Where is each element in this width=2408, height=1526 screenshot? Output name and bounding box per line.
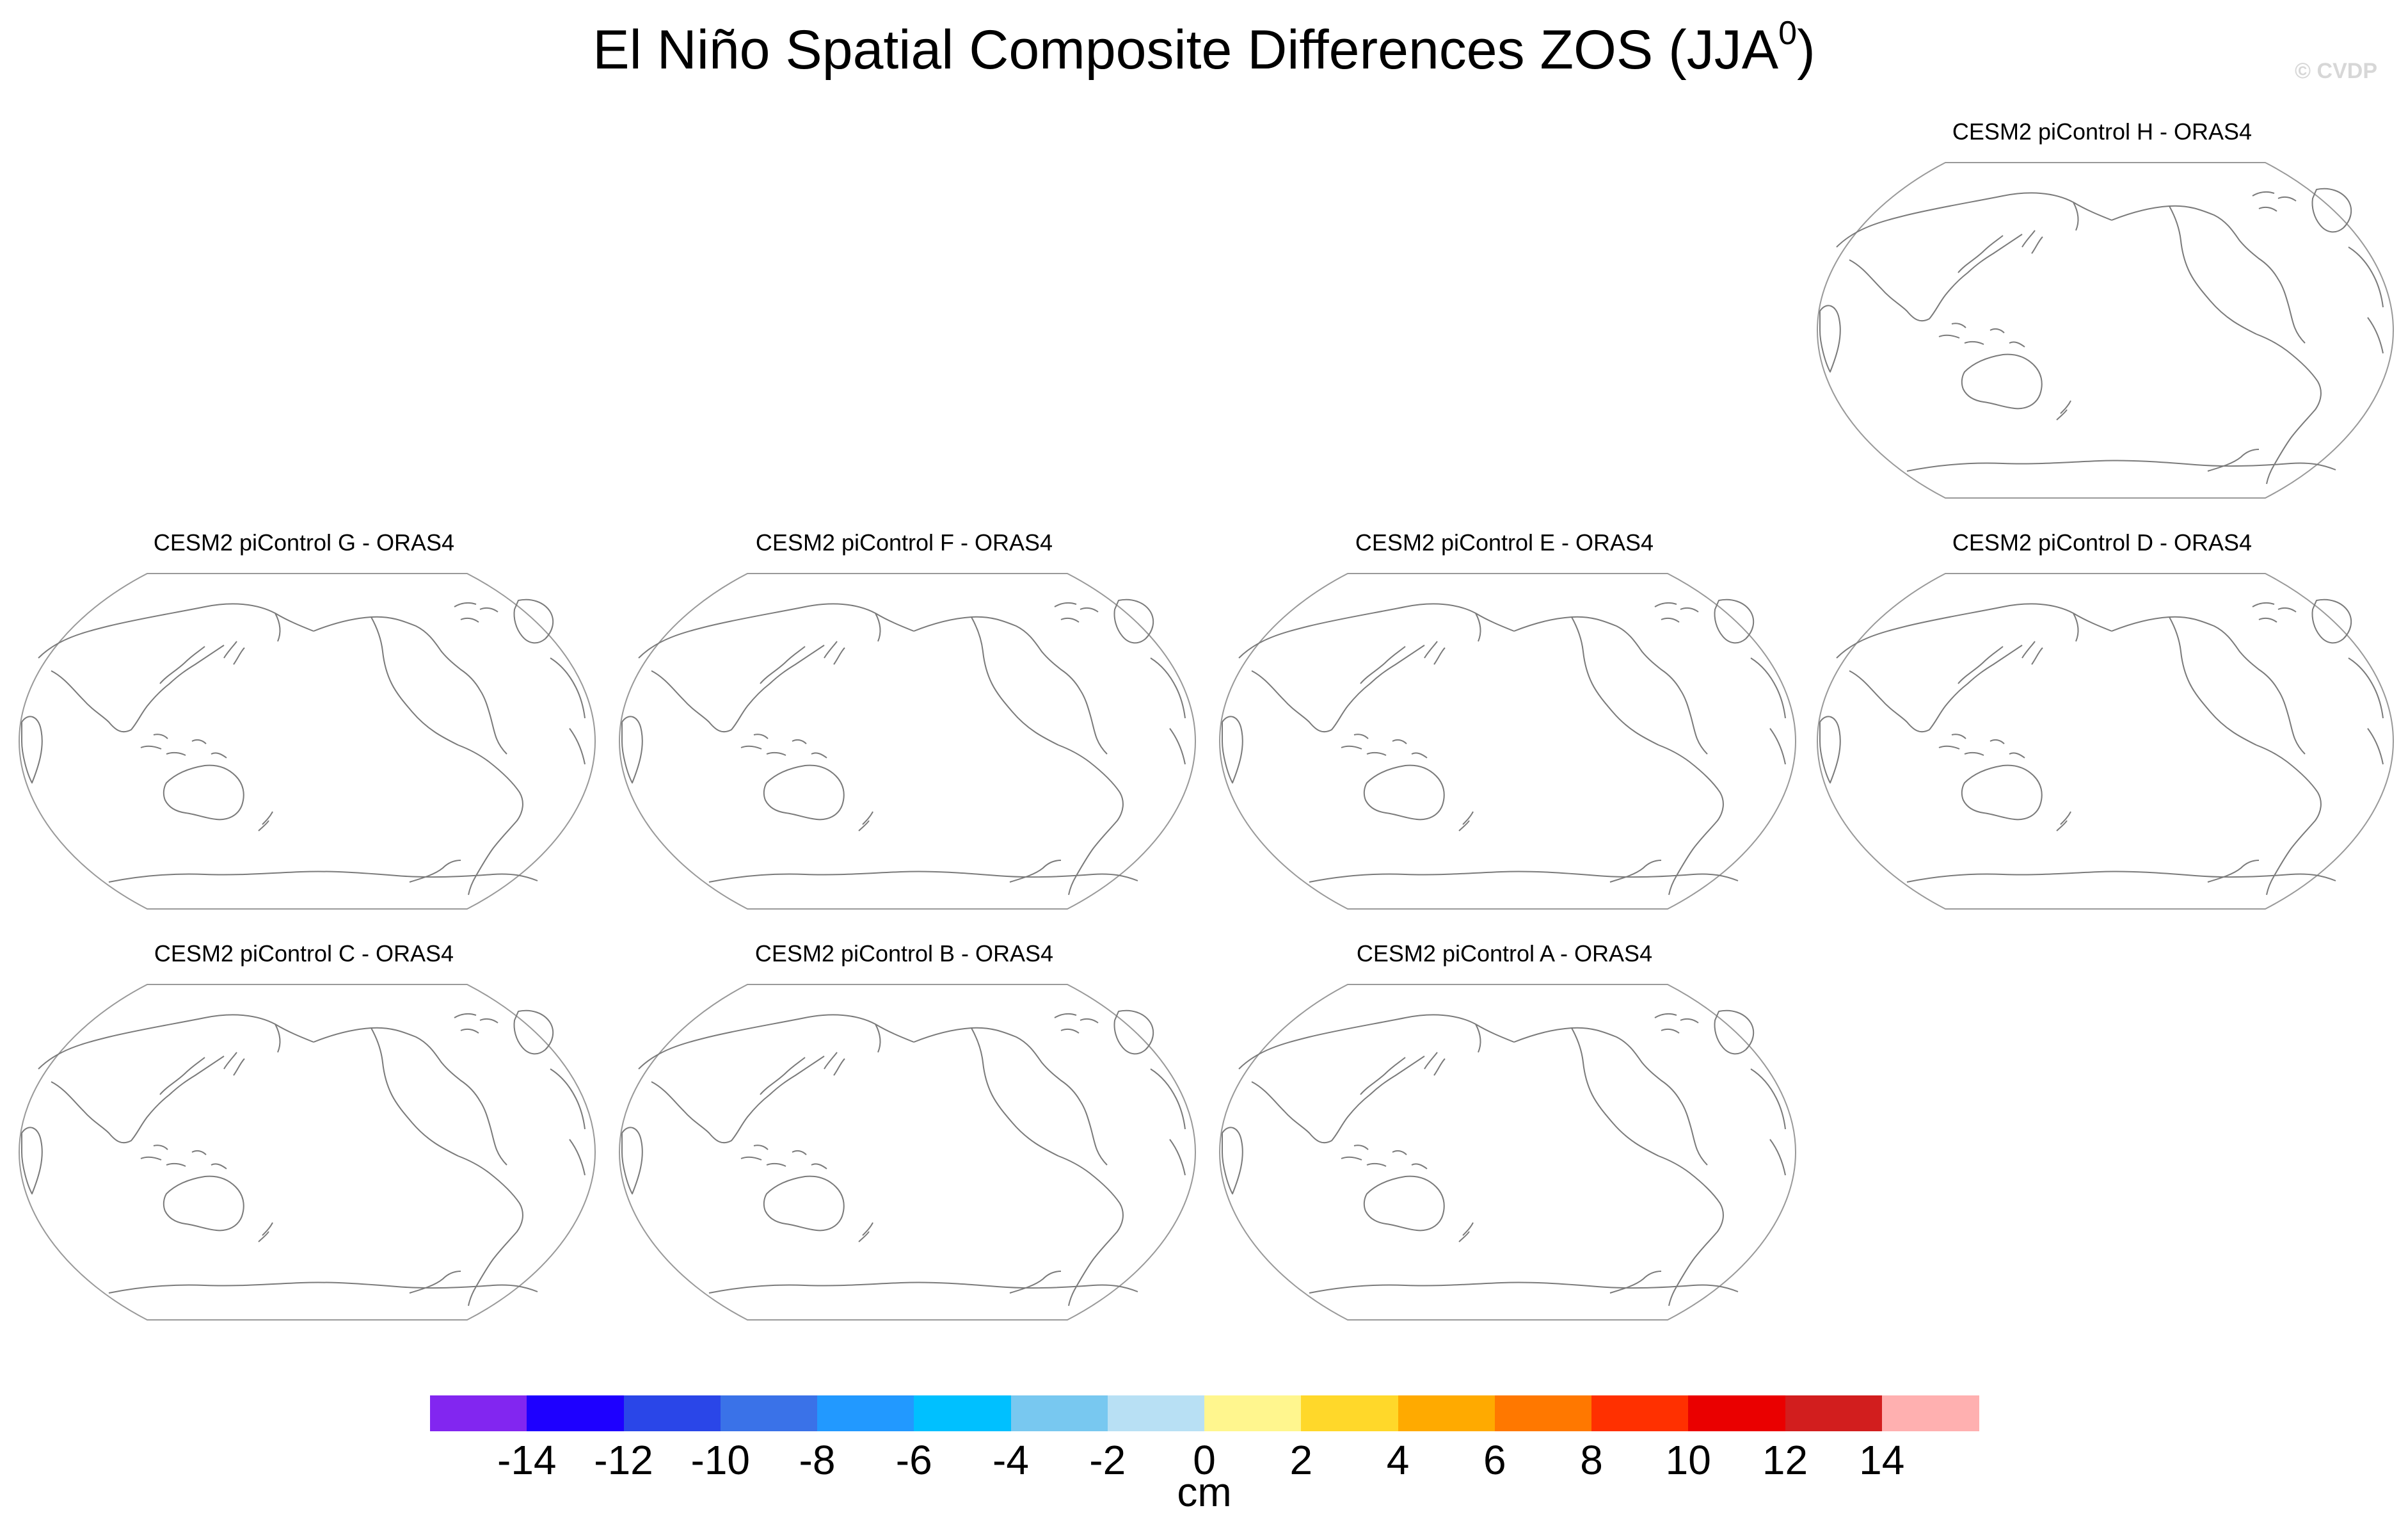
colorbar-unit: cm [1177, 1469, 1232, 1515]
colorbar-box [1591, 1395, 1689, 1431]
colorbar-box [1494, 1395, 1592, 1431]
map-e [1219, 573, 1796, 910]
panel-b-title: CESM2 piControl B - ORAS4 [754, 940, 1054, 967]
map-a [1219, 984, 1796, 1321]
map-d [1817, 573, 2394, 910]
panel-e: CESM2 piControl E - ORAS4 [1207, 530, 1802, 927]
colorbar-tick-label: -12 [594, 1437, 653, 1483]
colorbar-tick-label: 14 [1859, 1437, 1905, 1483]
panel-a-title: CESM2 piControl A - ORAS4 [1356, 940, 1653, 967]
map-g [19, 573, 596, 910]
colorbar-box [1688, 1395, 1785, 1431]
panel-b: CESM2 piControl B - ORAS4 [607, 941, 1202, 1338]
figure-title: El Niño Spatial Composite Differences ZO… [593, 15, 1815, 81]
colorbar-box [527, 1395, 624, 1431]
colorbar-box [1881, 1395, 1979, 1431]
panel-d: CESM2 piControl D - ORAS4 [1805, 530, 2400, 927]
map-c [19, 984, 596, 1321]
colorbar-tick-label: -8 [799, 1437, 836, 1483]
colorbar-box [720, 1395, 818, 1431]
colorbar-box [1107, 1395, 1205, 1431]
panel-c: CESM2 piControl C - ORAS4 [6, 941, 602, 1338]
colorbar-tick-label: 6 [1483, 1437, 1506, 1483]
colorbar-box [817, 1395, 914, 1431]
panel-e-title: CESM2 piControl E - ORAS4 [1355, 529, 1654, 556]
map-f [619, 573, 1196, 910]
colorbar-box [914, 1395, 1011, 1431]
colorbar-tick-label: 10 [1665, 1437, 1711, 1483]
colorbar-box [1398, 1395, 1495, 1431]
colorbar-tick-label: 12 [1762, 1437, 1808, 1483]
colorbar-box [1010, 1395, 1108, 1431]
colorbar-tick-label: -6 [895, 1437, 932, 1483]
panel-c-title: CESM2 piControl C - ORAS4 [154, 940, 454, 967]
panel-h: CESM2 piControl H - ORAS4 [1805, 119, 2400, 516]
colorbar-tick-label: 4 [1386, 1437, 1410, 1483]
panel-d-title: CESM2 piControl D - ORAS4 [1952, 529, 2253, 556]
panel-g: CESM2 piControl G - ORAS4 [6, 530, 602, 927]
colorbar-box [1204, 1395, 1302, 1431]
colorbar-tick-label: -10 [690, 1437, 751, 1483]
colorbar-tick-label: 8 [1580, 1437, 1603, 1483]
panel-f: CESM2 piControl F - ORAS4 [607, 530, 1202, 927]
cvdp-watermark: © CVDP [2295, 59, 2377, 83]
panel-f-title: CESM2 piControl F - ORAS4 [755, 529, 1053, 556]
colorbar-tick-label: -4 [993, 1437, 1029, 1483]
colorbar-box [623, 1395, 721, 1431]
colorbar-box [430, 1395, 527, 1431]
map-b [619, 984, 1196, 1321]
panel-a: CESM2 piControl A - ORAS4 [1207, 941, 1802, 1338]
panel-g-title: CESM2 piControl G - ORAS4 [153, 529, 455, 556]
colorbar-tick-label: 0 [1193, 1437, 1216, 1483]
colorbar-tick-label: -2 [1089, 1437, 1126, 1483]
colorbar-box [1785, 1395, 1883, 1431]
colorbar-tick-label: 2 [1289, 1437, 1313, 1483]
colorbar-box [1301, 1395, 1398, 1431]
panel-h-title: CESM2 piControl H - ORAS4 [1952, 118, 2253, 145]
colorbar-tick-label: -14 [497, 1437, 557, 1483]
map-h [1817, 162, 2394, 499]
